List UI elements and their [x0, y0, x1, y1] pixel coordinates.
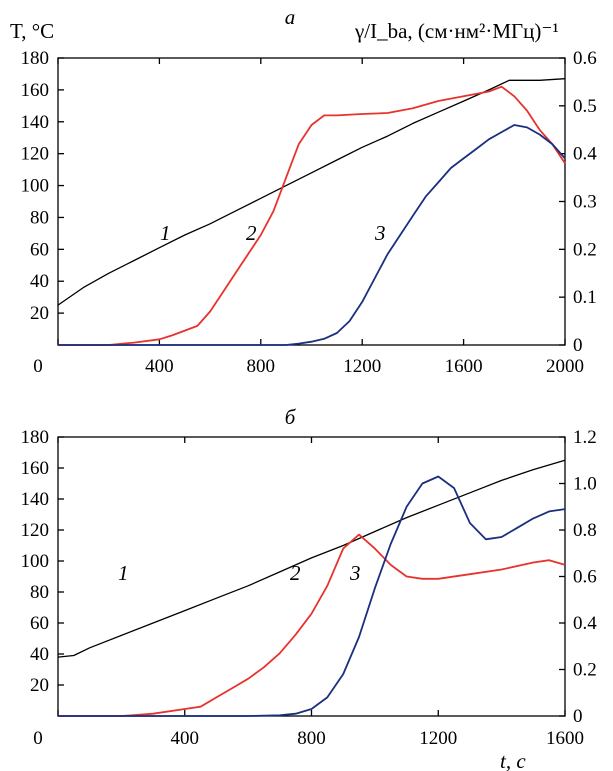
- series-line-1: [57, 459, 566, 658]
- y-right-tick-label: 0.4: [573, 613, 597, 634]
- chart-panel-2: 0 400 800 1200 1600 20 40 60 80 100 120 140 160 180 0 0…: [21, 405, 598, 771]
- y-left-tick-label: 60: [30, 239, 49, 260]
- y-left-tick-label: 180: [21, 48, 50, 69]
- y-left-tick-label: 100: [21, 176, 50, 197]
- y-left-tick-label: 120: [21, 520, 50, 541]
- x-tick-label: 400: [171, 728, 200, 749]
- y-left-tick-label: 160: [21, 458, 50, 479]
- y-left-tick-label: 20: [30, 303, 49, 324]
- x-tick-label: 400: [145, 356, 174, 377]
- y-left-tick-label: 40: [30, 271, 49, 292]
- x-tick-label: 2000: [546, 356, 584, 377]
- curve-label-2: 2: [246, 221, 257, 245]
- y-right-tick-label: 0: [573, 335, 583, 356]
- y-left-tick-label: 20: [30, 675, 49, 696]
- x-axis-label: t, с: [500, 749, 526, 771]
- series-line-2: [58, 533, 566, 717]
- y-left-tick-label: 40: [30, 644, 49, 665]
- x-tick-label: 1600: [445, 356, 483, 377]
- y-left-tick-label: 180: [21, 427, 50, 448]
- plot-frame: [57, 57, 566, 346]
- y-right-axis-label: γ/I_ba, (см·нм²·МГц)⁻¹: [354, 19, 559, 43]
- y-right-tick-label: 0.2: [573, 660, 597, 681]
- y-right-tick-label: 0.5: [573, 96, 597, 117]
- y-left-tick-label: 80: [30, 207, 49, 228]
- y-right-tick-label: 0.8: [573, 520, 597, 541]
- y-left-tick-label: 60: [30, 613, 49, 634]
- plot-frame: [57, 436, 566, 717]
- curve-label-3: 3: [349, 561, 361, 585]
- y-right-tick-label: 0.1: [573, 287, 597, 308]
- y-left-tick-label: 100: [21, 551, 50, 572]
- series-line-3: [58, 475, 566, 717]
- y-left-tick-label: 140: [21, 489, 50, 510]
- y-right-tick-label: 0.6: [573, 567, 597, 588]
- panel-label: а: [285, 5, 296, 29]
- curve-label-1: 1: [160, 221, 171, 245]
- y-left-tick-label: 140: [21, 112, 50, 133]
- y-right-tick-label: 0.6: [573, 48, 597, 69]
- y-left-tick-label: 160: [21, 80, 50, 101]
- y-right-tick-label: 0.2: [573, 239, 597, 260]
- panel-label: б: [285, 405, 297, 429]
- y-left-tick-label: 80: [30, 582, 49, 603]
- x-tick-label: 0: [33, 356, 43, 377]
- curve-label-2: 2: [290, 561, 301, 585]
- x-tick-label: 0: [33, 728, 43, 749]
- series-line-2: [58, 85, 566, 346]
- series-line-1: [57, 78, 566, 306]
- x-tick-label: 800: [297, 728, 326, 749]
- y-right-tick-label: 1.2: [573, 427, 597, 448]
- y-right-tick-label: 0.4: [573, 144, 597, 165]
- y-right-tick-label: 0: [573, 706, 583, 727]
- curve-label-1: 1: [118, 561, 129, 585]
- y-right-tick-label: 1.0: [573, 474, 597, 495]
- y-right-tick-label: 0.3: [573, 192, 597, 213]
- series-line-3: [58, 124, 566, 346]
- curve-label-3: 3: [374, 221, 386, 245]
- chart-panel-1: 0 400 800 1200 1600 2000204060801001201401601…: [10, 5, 597, 377]
- y-left-axis-label: T, °C: [10, 19, 54, 43]
- x-tick-label: 1200: [419, 728, 457, 749]
- x-tick-label: 1200: [343, 356, 381, 377]
- x-tick-label: 800: [247, 356, 276, 377]
- y-left-tick-label: 120: [21, 144, 50, 165]
- x-tick-label: 1600: [546, 728, 584, 749]
